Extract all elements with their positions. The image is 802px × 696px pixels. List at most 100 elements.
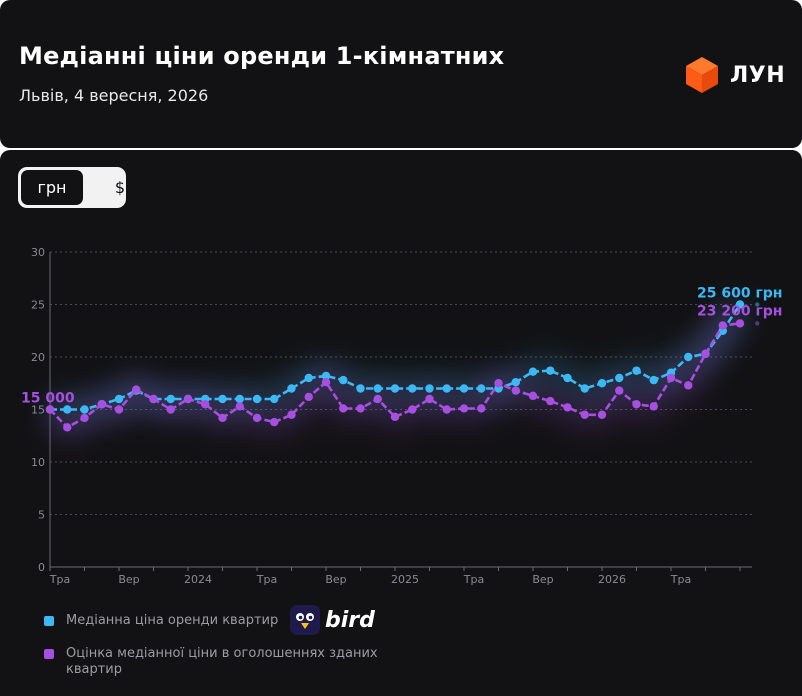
- data-point[interactable]: [546, 366, 555, 375]
- currency-toggle: грн $: [18, 167, 126, 208]
- data-point[interactable]: [442, 405, 451, 414]
- x-tick-label: Вер: [532, 573, 553, 586]
- legend-item-median-rent[interactable]: Медіанна ціна оренди квартир: [44, 613, 278, 629]
- currency-option-usd[interactable]: $: [114, 178, 126, 197]
- data-point[interactable]: [649, 375, 658, 385]
- data-point[interactable]: [563, 403, 572, 412]
- data-point[interactable]: [287, 384, 296, 393]
- data-point[interactable]: [80, 405, 89, 414]
- brand-logo: ЛУН: [684, 56, 785, 94]
- data-point[interactable]: [649, 402, 658, 411]
- data-point[interactable]: [563, 373, 572, 383]
- data-point[interactable]: [166, 394, 175, 404]
- data-point[interactable]: [632, 366, 641, 375]
- data-point[interactable]: [339, 404, 348, 413]
- y-tick-label: 25: [31, 299, 45, 312]
- y-tick-label: 10: [31, 456, 45, 469]
- data-point[interactable]: [597, 410, 607, 419]
- page-title: Медіанні ціни оренди 1-кімнатних: [19, 42, 505, 70]
- data-point[interactable]: [339, 375, 348, 385]
- data-point[interactable]: [201, 400, 210, 409]
- legend-swatch-blue: [44, 616, 54, 626]
- y-tick-label: 20: [31, 351, 45, 364]
- bird-logo: bird: [290, 605, 375, 635]
- x-tick-label: Тра: [256, 573, 277, 586]
- data-point[interactable]: [390, 384, 400, 393]
- data-point[interactable]: [166, 405, 175, 414]
- data-point[interactable]: [684, 352, 693, 362]
- data-point[interactable]: [114, 405, 124, 414]
- data-point[interactable]: [252, 394, 262, 404]
- data-point[interactable]: [511, 386, 520, 395]
- data-point[interactable]: [425, 384, 434, 393]
- data-point[interactable]: [149, 394, 158, 404]
- series-layer: [45, 300, 760, 432]
- data-point[interactable]: [356, 384, 365, 393]
- data-point[interactable]: [459, 404, 469, 413]
- data-point[interactable]: [528, 391, 538, 401]
- bird-icon: [290, 605, 320, 635]
- legend-item-listing-estimate[interactable]: Оцінка медіанної ціни в оголошеннях здан…: [44, 646, 404, 678]
- data-point[interactable]: [114, 394, 124, 404]
- data-point[interactable]: [356, 404, 365, 413]
- data-point[interactable]: [735, 300, 745, 309]
- data-point[interactable]: [252, 413, 262, 423]
- data-point[interactable]: [666, 373, 676, 383]
- data-point[interactable]: [632, 400, 641, 409]
- data-point[interactable]: [408, 405, 417, 414]
- data-point[interactable]: [373, 384, 382, 393]
- data-point[interactable]: [735, 319, 745, 328]
- legend-swatch-purple: [44, 649, 54, 659]
- data-point[interactable]: [287, 410, 296, 419]
- data-point[interactable]: [235, 402, 244, 411]
- data-point[interactable]: [477, 404, 486, 413]
- data-point[interactable]: [390, 412, 400, 422]
- page-subtitle: Львів, 4 вересня, 2026: [19, 86, 209, 105]
- data-point[interactable]: [442, 384, 451, 393]
- data-point[interactable]: [97, 400, 106, 409]
- data-point[interactable]: [304, 373, 313, 383]
- data-point[interactable]: [459, 384, 469, 393]
- data-point[interactable]: [321, 371, 331, 381]
- data-point[interactable]: [218, 394, 227, 404]
- currency-option-uah[interactable]: грн: [21, 170, 83, 205]
- data-point[interactable]: [580, 410, 589, 419]
- series-end-label: 23 200 грн: [697, 303, 782, 319]
- data-point[interactable]: [408, 384, 417, 393]
- data-point[interactable]: [270, 394, 279, 404]
- data-point[interactable]: [615, 373, 624, 383]
- data-point[interactable]: [321, 378, 331, 387]
- x-tick-label: Вер: [118, 573, 139, 586]
- data-point[interactable]: [270, 417, 279, 427]
- data-point[interactable]: [63, 423, 72, 432]
- data-point[interactable]: [373, 394, 382, 404]
- data-point[interactable]: [132, 385, 141, 394]
- data-point[interactable]: [183, 394, 193, 404]
- series-line: [50, 303, 742, 411]
- data-point[interactable]: [684, 381, 693, 390]
- data-point[interactable]: [218, 413, 227, 423]
- x-tick-label: 2024: [184, 573, 212, 586]
- data-point[interactable]: [425, 394, 434, 404]
- data-point[interactable]: [494, 379, 503, 388]
- data-point[interactable]: [63, 405, 72, 414]
- y-tick-label: 5: [38, 509, 45, 522]
- data-point[interactable]: [528, 367, 538, 376]
- series-line: [49, 322, 741, 429]
- data-point[interactable]: [701, 349, 710, 359]
- data-point[interactable]: [80, 413, 89, 423]
- data-point[interactable]: [304, 392, 313, 402]
- data-point[interactable]: [597, 379, 607, 388]
- data-point[interactable]: [546, 396, 555, 406]
- data-point[interactable]: [580, 384, 589, 393]
- data-point[interactable]: [477, 384, 486, 393]
- data-point[interactable]: [718, 321, 727, 330]
- data-point[interactable]: [615, 386, 624, 395]
- x-tick-label: Тра: [670, 573, 691, 586]
- data-point[interactable]: [45, 405, 55, 414]
- data-point[interactable]: [511, 378, 520, 387]
- x-tick-label: Тра: [463, 573, 484, 586]
- x-tick-label: Вер: [325, 573, 346, 586]
- data-point[interactable]: [235, 394, 244, 404]
